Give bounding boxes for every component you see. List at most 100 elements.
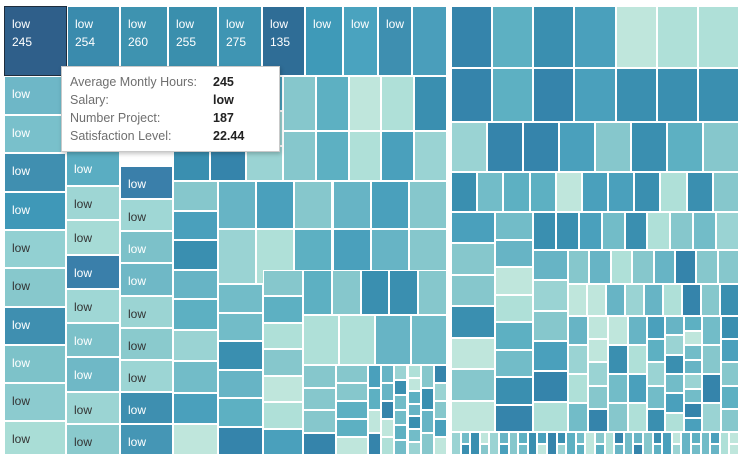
treemap-tile[interactable] [173, 299, 218, 331]
treemap-tile[interactable] [394, 380, 408, 395]
treemap-tile[interactable] [394, 425, 408, 440]
treemap-tile[interactable] [495, 322, 533, 350]
treemap-tile[interactable] [283, 131, 316, 181]
treemap-tile[interactable] [702, 345, 721, 374]
treemap-tile-labeled[interactable]: low [4, 115, 66, 153]
treemap-tile[interactable] [315, 76, 349, 131]
treemap-tile[interactable] [588, 408, 608, 432]
treemap-tile[interactable] [218, 369, 263, 398]
treemap-tile[interactable] [173, 181, 218, 211]
treemap-tile[interactable] [628, 374, 647, 403]
treemap-tile[interactable] [615, 6, 657, 68]
treemap-tile[interactable] [381, 131, 415, 181]
treemap-tile[interactable] [665, 393, 684, 413]
treemap-tile[interactable] [533, 68, 575, 122]
treemap-tile[interactable] [433, 365, 447, 383]
treemap-tile[interactable] [218, 312, 263, 341]
treemap-tile-labeled[interactable]: low 135 [262, 6, 305, 76]
treemap-tile-labeled[interactable]: low [120, 424, 173, 455]
treemap-tile[interactable] [368, 365, 382, 388]
treemap-tile[interactable] [574, 6, 616, 68]
treemap-tile[interactable] [218, 181, 257, 229]
treemap-tile[interactable] [663, 284, 682, 316]
treemap-tile-labeled[interactable]: low [4, 307, 66, 345]
treemap-tile[interactable] [335, 419, 368, 437]
treemap-tile[interactable] [303, 365, 336, 388]
treemap-tile[interactable] [381, 401, 395, 419]
treemap-tile[interactable] [303, 315, 339, 365]
treemap-tile[interactable] [503, 172, 530, 212]
treemap-tile[interactable] [487, 122, 523, 172]
treemap-tile-labeled[interactable]: low [66, 220, 120, 255]
treemap-tile[interactable] [623, 432, 634, 455]
treemap-tile-labeled[interactable]: low [378, 6, 412, 76]
treemap-tile[interactable] [615, 68, 657, 122]
treemap-tile[interactable] [533, 401, 568, 432]
treemap-tile[interactable] [533, 212, 556, 250]
treemap-tile[interactable] [702, 316, 721, 345]
treemap-tile[interactable] [568, 345, 588, 374]
treemap-tile[interactable] [686, 172, 713, 212]
treemap-tile[interactable] [608, 172, 635, 212]
treemap-tile[interactable] [418, 270, 447, 315]
treemap-tile[interactable] [420, 387, 434, 410]
treemap-tile-labeled[interactable]: low [4, 268, 66, 307]
treemap-tile[interactable] [665, 354, 684, 374]
treemap-tile[interactable] [263, 349, 303, 376]
treemap-tile[interactable] [614, 432, 624, 444]
treemap-tile[interactable] [595, 432, 605, 444]
treemap-tile[interactable] [720, 362, 739, 386]
treemap-tile-labeled[interactable]: low 254 [67, 6, 120, 76]
treemap-tile[interactable] [263, 428, 303, 455]
treemap-tile[interactable] [601, 212, 625, 250]
treemap-tile[interactable] [527, 432, 538, 455]
treemap-tile[interactable] [499, 443, 509, 455]
treemap-tile[interactable] [665, 316, 684, 336]
treemap-tile[interactable] [495, 267, 533, 295]
treemap-tile[interactable] [495, 404, 533, 432]
treemap-tile[interactable] [628, 345, 647, 374]
treemap-tile[interactable] [608, 374, 628, 403]
treemap-tile[interactable] [407, 416, 421, 430]
treemap-tile[interactable] [587, 284, 606, 316]
treemap-tile[interactable] [595, 122, 631, 172]
treemap-tile[interactable] [508, 432, 519, 455]
treemap-tile[interactable] [407, 429, 421, 443]
treemap-tile[interactable] [256, 181, 295, 229]
treemap-tile[interactable] [683, 316, 702, 331]
treemap-tile[interactable] [414, 131, 447, 181]
treemap-tile[interactable] [407, 390, 421, 404]
treemap-tile[interactable] [460, 443, 471, 455]
treemap-tile-labeled[interactable]: low [120, 392, 173, 424]
treemap-tile[interactable] [693, 212, 717, 250]
treemap-tile[interactable] [647, 212, 671, 250]
treemap-tile[interactable] [523, 122, 559, 172]
treemap-tile-labeled[interactable]: low [343, 6, 378, 76]
treemap-tile[interactable] [656, 6, 698, 68]
treemap-tile[interactable] [533, 371, 568, 402]
treemap-tile-labeled[interactable]: low [120, 263, 173, 296]
treemap-tile[interactable] [574, 68, 616, 122]
treemap-tile[interactable] [533, 280, 568, 311]
treemap-tile[interactable] [368, 432, 382, 455]
treemap-tile[interactable] [568, 316, 588, 345]
treemap-tile[interactable] [173, 330, 218, 362]
treemap-tile[interactable] [683, 345, 702, 360]
treemap-tile[interactable] [556, 443, 567, 455]
treemap-tile[interactable] [492, 68, 534, 122]
treemap-tile[interactable] [606, 284, 625, 316]
treemap-tile-labeled[interactable]: low [66, 186, 120, 220]
treemap-tile[interactable] [683, 388, 702, 403]
treemap-tile[interactable] [610, 250, 633, 284]
treemap-tile[interactable] [710, 432, 720, 444]
treemap-tile[interactable] [477, 172, 504, 212]
treemap-tile[interactable] [568, 284, 587, 316]
treemap-tile-labeled[interactable]: low [4, 345, 66, 383]
treemap-tile[interactable] [588, 362, 608, 386]
treemap-tile[interactable] [703, 122, 739, 172]
treemap-tile[interactable] [581, 172, 609, 212]
treemap-tile[interactable] [585, 432, 595, 455]
treemap-tile[interactable] [652, 443, 663, 455]
treemap-tile[interactable] [614, 443, 624, 455]
